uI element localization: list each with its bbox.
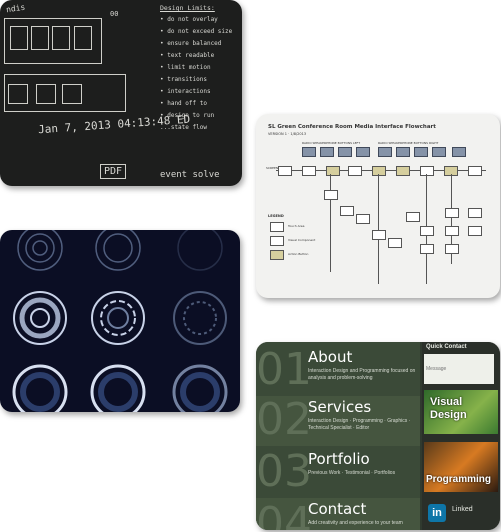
flow-node: [356, 147, 370, 157]
circle-rings-art: [12, 230, 228, 412]
chalk-note-line: Design Limits:: [160, 4, 215, 12]
section-subtitle: Add creativity and experience to your te…: [308, 520, 403, 526]
section-number: 04: [256, 498, 312, 531]
section-title: Contact: [308, 500, 367, 518]
circle-graphics-card[interactable]: [0, 230, 240, 412]
flow-node: [338, 147, 352, 157]
flow-node: [468, 226, 482, 236]
flow-node: [324, 190, 338, 200]
chalk-note-corner: ndis: [5, 2, 26, 15]
flow-node: [468, 166, 482, 176]
chalk-wireframe-tile: [8, 84, 28, 104]
portfolio-site-card[interactable]: 01 About Interaction Design and Programm…: [256, 342, 500, 530]
chalk-note-line: • do not exceed size: [160, 28, 233, 35]
section-services[interactable]: 02 Services Interaction Design · Program…: [256, 396, 420, 446]
flowchart-title: SL Green Conference Room Media Interface…: [268, 124, 436, 130]
flow-node: [378, 147, 392, 157]
chalk-note-line: • do not overlay: [160, 16, 218, 23]
flow-node: [356, 214, 370, 224]
section-number: 02: [256, 394, 312, 445]
flow-node: [432, 147, 446, 157]
chalk-wireframe-tile: [52, 26, 70, 50]
flow-node: [445, 226, 459, 236]
flow-node: [420, 166, 434, 176]
chalk-note-line: • text readable: [160, 52, 215, 59]
section-title: Portfolio: [308, 450, 370, 468]
section-portfolio[interactable]: 03 Portfolio Previous Work · Testimonial…: [256, 448, 420, 498]
flow-node: [396, 166, 410, 176]
flowchart-header-left: RADIO SPEAKERPHONE BUTTONS LEFT: [302, 141, 361, 145]
chalk-note-line: • transitions: [160, 76, 207, 83]
flow-node: [452, 147, 466, 157]
flow-node: [445, 244, 459, 254]
tile-label: Visual Design: [430, 396, 467, 421]
flow-node: [326, 166, 340, 176]
flow-node: [445, 208, 459, 218]
flow-node: [372, 166, 386, 176]
chalk-wireframe-tile: [62, 84, 82, 104]
flow-node: [414, 147, 428, 157]
chalk-wireframe-tile: [36, 84, 56, 104]
flowchart-version: VERSION 1 · 1/8/2013: [268, 132, 307, 136]
legend-label: Visual Component: [288, 238, 316, 242]
flow-connector: [451, 174, 452, 264]
legend-title: LEGEND: [268, 214, 284, 218]
chalk-note-line: • hand off to: [160, 100, 207, 107]
chalk-wireframe-tile: [31, 26, 49, 50]
section-subtitle: Previous Work · Testimonial · Portfolios: [308, 470, 396, 476]
programming-tile[interactable]: Programming: [424, 442, 498, 492]
section-about[interactable]: 01 About Interaction Design and Programm…: [256, 344, 420, 394]
section-title: About: [308, 348, 353, 366]
flow-node: [396, 147, 410, 157]
flow-node: [302, 147, 316, 157]
chalk-note-line: ...state flow: [160, 124, 207, 131]
chalk-wireframe-box-mid: [4, 74, 126, 112]
section-title: Services: [308, 398, 372, 416]
chalk-notes-list: Design Limits: • do not overlay • do not…: [160, 2, 240, 134]
quick-contact-title: Quick Contact: [426, 344, 467, 350]
flow-node: [320, 147, 334, 157]
chalk-wireframe-box-top: [4, 18, 102, 64]
flowchart-header-right: RADIO SPEAKERPHONE BUTTONS RIGHT: [378, 141, 439, 145]
chalk-pdf-label: PDF: [100, 164, 127, 179]
section-number: 01: [256, 344, 312, 395]
flow-node: [348, 166, 362, 176]
legend-label: Action Button: [288, 252, 309, 256]
legend-swatch: [270, 222, 284, 232]
flow-node: [406, 212, 420, 222]
chalk-note-number: 00: [110, 10, 119, 18]
chalkboard-sketch-card[interactable]: ndis 00 Jan 7, 2013 04:13:48 ED PDF even…: [0, 0, 242, 186]
chalk-event-note: event solve: [160, 170, 220, 180]
tile-label: Programming: [426, 474, 492, 485]
flow-node: [302, 166, 316, 176]
flow-node: [388, 238, 402, 248]
chalk-wireframe-tile: [10, 26, 28, 50]
legend-swatch: [270, 250, 284, 260]
linkedin-label: Linked: [452, 506, 473, 513]
flow-node: [278, 166, 292, 176]
flow-node: [372, 230, 386, 240]
chalk-note-line: • ensure balanced: [160, 40, 222, 47]
flow-node: [468, 208, 482, 218]
message-input[interactable]: [424, 354, 494, 384]
flow-node: [420, 244, 434, 254]
flow-connector: [330, 174, 331, 272]
chalk-note-line: • interactions: [160, 88, 211, 95]
flow-connector: [378, 174, 379, 284]
section-subtitle: Interaction Design and Programming focus…: [308, 368, 416, 381]
section-contact[interactable]: 04 Contact Add creativity and experience…: [256, 498, 420, 530]
chalk-wireframe-tile: [74, 26, 92, 50]
flow-node: [340, 206, 354, 216]
visual-design-tile[interactable]: Visual Design: [424, 390, 498, 434]
section-subtitle: Interaction Design · Programming · Graph…: [308, 418, 411, 431]
linkedin-icon[interactable]: in: [428, 504, 446, 522]
flowchart-screen-label: SCREEN 1: [266, 166, 281, 170]
flowchart-card[interactable]: SL Green Conference Room Media Interface…: [256, 114, 500, 298]
chalk-note-line: • design to run: [160, 112, 215, 119]
chalk-note-line: • limit motion: [160, 64, 211, 71]
section-number: 03: [256, 446, 312, 497]
legend-swatch: [270, 236, 284, 246]
legend-label: Touch Area: [288, 224, 305, 228]
flow-node: [420, 226, 434, 236]
